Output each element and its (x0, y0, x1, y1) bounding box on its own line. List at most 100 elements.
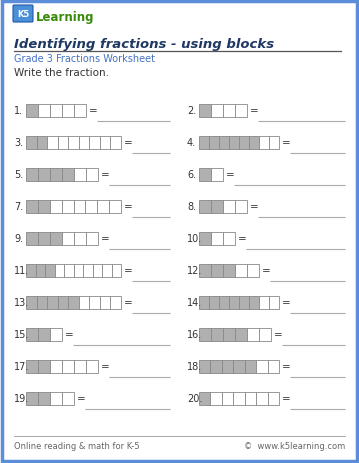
Text: 3.: 3. (14, 138, 23, 148)
Bar (249, 137, 259, 150)
Bar (74, 232, 86, 245)
Bar (62, 169, 74, 181)
Bar (211, 232, 223, 245)
Bar (259, 137, 269, 150)
Bar (239, 137, 249, 150)
Bar (269, 296, 279, 309)
Bar (26, 169, 38, 181)
Text: 15.: 15. (14, 330, 29, 340)
Bar (256, 360, 267, 373)
Bar (211, 105, 223, 118)
Text: 13.: 13. (14, 298, 29, 308)
Text: 2.: 2. (187, 106, 196, 116)
Text: 19.: 19. (14, 394, 29, 404)
Bar (235, 264, 247, 277)
Bar (26, 264, 36, 277)
Bar (26, 232, 38, 245)
Bar (26, 328, 38, 341)
Bar (233, 360, 245, 373)
Bar (38, 105, 50, 118)
Bar (26, 137, 37, 150)
Bar (26, 392, 38, 405)
Bar (62, 200, 74, 213)
Bar (249, 296, 259, 309)
Text: =: = (101, 234, 110, 244)
Bar (86, 169, 98, 181)
Text: 10.: 10. (187, 234, 202, 244)
Bar (199, 232, 211, 245)
Text: Learning: Learning (36, 12, 94, 25)
Bar (26, 105, 38, 118)
Bar (37, 137, 47, 150)
Bar (209, 296, 219, 309)
Bar (199, 328, 211, 341)
Bar (58, 137, 68, 150)
Bar (74, 264, 83, 277)
Bar (62, 105, 74, 118)
Bar (235, 105, 247, 118)
Text: 9.: 9. (14, 234, 23, 244)
Bar (223, 200, 235, 213)
Text: =: = (274, 330, 283, 340)
Bar (211, 200, 223, 213)
Bar (109, 200, 121, 213)
Bar (199, 392, 210, 405)
Bar (45, 264, 55, 277)
Text: =: = (226, 170, 235, 180)
Bar (26, 360, 38, 373)
Bar (247, 328, 259, 341)
Text: 7.: 7. (14, 202, 23, 212)
Bar (38, 392, 50, 405)
Bar (97, 200, 109, 213)
Bar (256, 392, 267, 405)
Bar (223, 232, 235, 245)
Text: Online reading & math for K-5: Online reading & math for K-5 (14, 441, 140, 450)
Bar (37, 296, 47, 309)
Bar (74, 105, 86, 118)
Bar (209, 137, 219, 150)
Text: =: = (65, 330, 74, 340)
Bar (93, 264, 102, 277)
Text: =: = (124, 298, 133, 308)
Bar (86, 232, 98, 245)
Bar (47, 137, 58, 150)
Text: 4.: 4. (187, 138, 196, 148)
Bar (50, 200, 62, 213)
Bar (199, 105, 211, 118)
Bar (259, 328, 271, 341)
Bar (74, 169, 86, 181)
Bar (89, 137, 100, 150)
Text: =: = (262, 266, 271, 276)
Bar (50, 105, 62, 118)
Bar (223, 105, 235, 118)
Bar (112, 264, 121, 277)
Bar (247, 264, 259, 277)
Bar (62, 360, 74, 373)
Bar (267, 392, 279, 405)
Bar (79, 296, 89, 309)
Bar (229, 296, 239, 309)
Bar (102, 264, 112, 277)
Bar (199, 137, 209, 150)
Bar (222, 360, 233, 373)
Bar (211, 264, 223, 277)
Text: 17.: 17. (14, 362, 29, 372)
Bar (210, 392, 222, 405)
Bar (38, 232, 50, 245)
Bar (55, 264, 64, 277)
Bar (199, 296, 209, 309)
Bar (223, 328, 235, 341)
Bar (219, 296, 229, 309)
Bar (239, 296, 249, 309)
Bar (38, 360, 50, 373)
Text: =: = (282, 394, 291, 404)
Bar (199, 360, 210, 373)
Text: =: = (282, 298, 291, 308)
Text: 20.: 20. (187, 394, 202, 404)
Bar (259, 296, 269, 309)
Bar (211, 169, 223, 181)
Text: =: = (77, 394, 86, 404)
Bar (267, 360, 279, 373)
Bar (223, 264, 235, 277)
Text: =: = (250, 202, 259, 212)
